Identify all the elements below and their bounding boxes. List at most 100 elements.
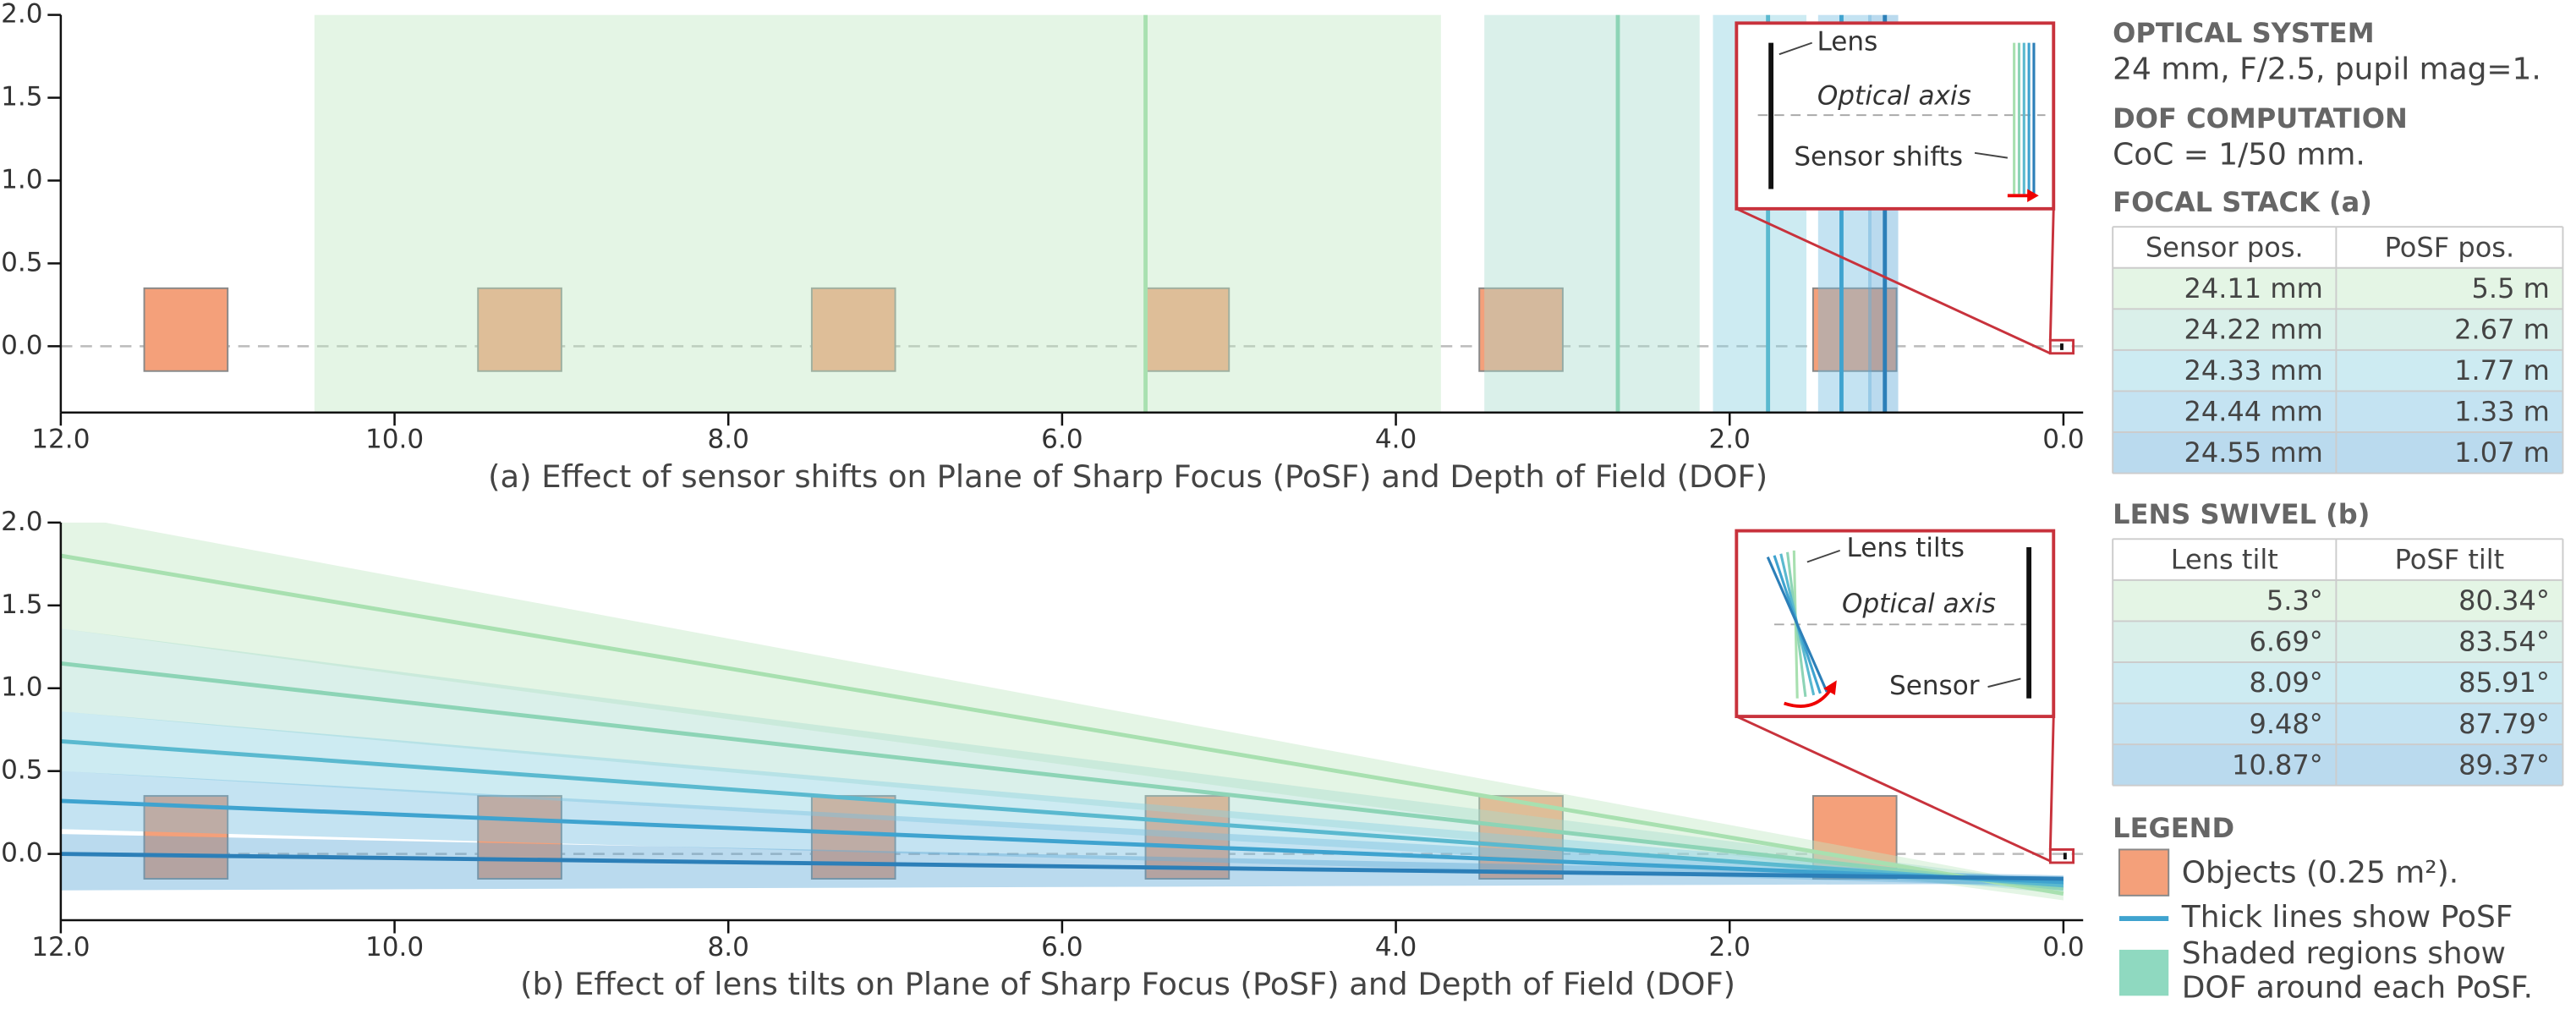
heading: DOF COMPUTATION — [2113, 102, 2408, 134]
table-row-bg — [2113, 703, 2563, 745]
y-tick-label: 0.0 — [1, 330, 42, 360]
zoom-line — [2048, 716, 2055, 850]
table-row-bg — [2113, 309, 2563, 350]
dof-region — [314, 14, 1441, 413]
side-panel: OPTICAL SYSTEM 24 mm, F/2.5, pupil mag=1… — [2112, 17, 2564, 1006]
text: CoC = 1/50 mm. — [2113, 138, 2365, 173]
legend-swatch — [2118, 949, 2169, 996]
heading: FOCAL STACK (a) — [2113, 186, 2372, 218]
object — [477, 287, 562, 372]
heading: LEGEND — [2113, 812, 2234, 844]
shift-arrow-head — [2027, 189, 2039, 203]
x-tick-label: 4.0 — [1375, 425, 1417, 455]
table-header: PoSF pos. — [2385, 231, 2515, 263]
table-cell: 10.87° — [2232, 749, 2323, 781]
posf-line — [60, 739, 2064, 888]
x-tick-label: 6.0 — [1041, 425, 1082, 455]
insets: Lens Optical axis Sensor shifts Lens til… — [1735, 21, 2075, 864]
table-cell: 24.44 mm — [2184, 396, 2322, 428]
y-tick-label: 0.5 — [1, 247, 42, 277]
dof-band — [60, 834, 2064, 891]
object — [477, 795, 562, 880]
object — [143, 287, 229, 372]
table-cell: 5.5 m — [2472, 272, 2550, 304]
object — [1811, 287, 1898, 372]
x-tick-label: 10.0 — [365, 425, 424, 455]
x-tick-label: 0.0 — [2042, 932, 2084, 962]
pointer — [1806, 549, 1841, 563]
object — [1478, 795, 1564, 880]
inset-label: Sensor shifts — [1794, 142, 1963, 173]
table-header: Lens tilt — [2171, 544, 2278, 576]
table-row-bg — [2113, 267, 2563, 310]
y-tick-label: 1.5 — [1, 589, 42, 620]
x-tick-label: 8.0 — [708, 425, 749, 455]
table-cell: 24.55 mm — [2184, 436, 2322, 469]
y-tick-label: 1.0 — [1, 672, 42, 703]
table-cell: 24.33 mm — [2184, 354, 2322, 387]
posf-line — [60, 553, 2064, 897]
table-cell: 24.11 mm — [2184, 272, 2322, 304]
object — [810, 287, 896, 372]
legend: Objects (0.25 m²). Thick lines show PoSFS… — [2118, 848, 2533, 1006]
zoom-line — [2048, 208, 2055, 341]
legend-label: Shaded regions show — [2182, 936, 2506, 971]
object — [143, 795, 229, 880]
chart — [60, 522, 2084, 901]
chart-title: (b) Effect of lens tilts on Plane of Sha… — [520, 966, 1735, 1002]
legend-label: Objects (0.25 m²). — [2182, 856, 2458, 891]
legend-swatch — [2118, 848, 2170, 897]
inset-label: Lens — [1817, 27, 1878, 58]
x-tick-label: 10.0 — [365, 932, 424, 962]
x-tick-label: 12.0 — [31, 932, 90, 962]
zoom-line — [1735, 715, 2051, 863]
tilt-arrow-head — [1823, 680, 1837, 695]
table-cell: 8.09° — [2249, 666, 2322, 699]
pointer — [1779, 41, 1813, 56]
sensors — [2013, 42, 2036, 195]
dof-band — [60, 522, 2064, 901]
table-cell: 9.48° — [2249, 708, 2322, 740]
legend-label: Thick lines show PoSF — [2181, 900, 2513, 935]
y-tick-label: 2.0 — [1, 507, 42, 537]
object — [1144, 795, 1230, 880]
table-row-bg — [2113, 432, 2563, 474]
table: Sensor pos. PoSF pos. 24.11 mm 5.5 m 24.22 m… — [2112, 226, 2564, 474]
chart-title: (a) Effect of sensor shifts on Plane of … — [488, 458, 1768, 495]
table: Lens tilt PoSF tilt 5.3° 80.34° 6.69° 83.54° 8… — [2112, 538, 2564, 787]
table-row-bg — [2113, 621, 2563, 662]
x-tick-label: 8.0 — [708, 932, 749, 962]
inset-label: Optical axis — [1842, 589, 1996, 619]
inset-label: Sensor — [1889, 671, 1980, 701]
table-cell: 89.37° — [2458, 749, 2550, 781]
zoom-mark — [2060, 343, 2064, 350]
x-tick-label: 2.0 — [1709, 425, 1751, 455]
inset-label: Lens tilts — [1846, 533, 1965, 563]
y-tick-label: 1.5 — [1, 82, 42, 112]
zoom-mark — [2063, 853, 2067, 860]
zoom-line — [1735, 207, 2051, 355]
table-cell: 2.67 m — [2454, 314, 2550, 346]
y-tick-label: 0.5 — [1, 755, 42, 786]
zoom-box — [2048, 338, 2075, 355]
x-tick-label: 2.0 — [1709, 932, 1751, 962]
dof-band — [60, 628, 2064, 894]
table-cell: 87.79° — [2458, 708, 2550, 740]
y-tick-label: 0.0 — [1, 838, 42, 869]
legend-label: DOF around each PoSF. — [2182, 971, 2533, 1006]
pointer — [1987, 677, 2021, 688]
table-cell: 24.22 mm — [2184, 314, 2322, 346]
inset-label: Optical axis — [1817, 81, 1971, 112]
plots: 12.0 10.0 8.0 6.0 4.0 2.0 0.00.00.51.01.52.0(a… — [1, 0, 2085, 1002]
table-row-bg — [2113, 744, 2563, 786]
dof-region — [1484, 14, 1700, 413]
table-cell: 80.34° — [2458, 584, 2550, 617]
lens-tilts — [1766, 550, 1828, 699]
x-tick-label: 6.0 — [1041, 932, 1082, 962]
table-cell: 1.77 m — [2454, 354, 2550, 387]
table-row-bg — [2113, 349, 2563, 392]
table-cell: 5.3° — [2266, 584, 2323, 617]
